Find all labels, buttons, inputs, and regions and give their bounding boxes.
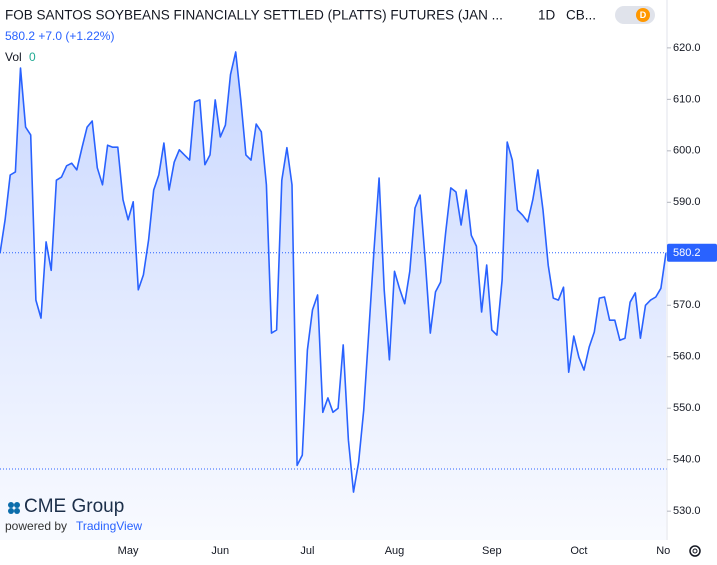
provider: TradingView xyxy=(76,519,142,533)
y-tick-label: 540.0 xyxy=(673,454,701,466)
toggle-label: D xyxy=(640,10,647,20)
y-tick-label: 570.0 xyxy=(673,299,701,311)
gear[interactable] xyxy=(689,545,701,557)
logo-dot xyxy=(8,502,14,508)
gear-center xyxy=(692,548,698,554)
toggle-dot xyxy=(636,8,650,22)
y-tick-label: 610.0 xyxy=(673,93,701,105)
x-tick-label: May xyxy=(118,545,139,557)
title: FOB SANTOS SOYBEANS FINANCIALLY SETTLED … xyxy=(5,8,503,23)
header: FOB SANTOS SOYBEANS FINANCIALLY SETTLED … xyxy=(5,6,655,64)
y-axis: 530.0540.0550.0560.0570.0580.0590.0600.0… xyxy=(666,0,717,540)
x-axis: May Jun Jul Aug Sep Oct Nov xyxy=(118,545,676,557)
logo-dot xyxy=(14,508,20,514)
logo: CME Group xyxy=(24,496,124,517)
x-tick-label: Sep xyxy=(482,545,502,557)
branding: CME Group powered by TradingView xyxy=(5,496,142,533)
logo-dot xyxy=(8,508,14,514)
powered-by: powered by xyxy=(5,519,67,533)
volume-label: Vol xyxy=(5,50,22,64)
price-badge xyxy=(667,243,717,262)
x-tick-label: Oct xyxy=(570,545,587,557)
x-tick-label: Aug xyxy=(385,545,405,557)
y-tick-label: 560.0 xyxy=(673,351,701,363)
x-tick-label: Jun xyxy=(211,545,229,557)
y-tick-label: 620.0 xyxy=(673,42,701,54)
y-tick-label: 600.0 xyxy=(673,145,701,157)
y-tick-label: 590.0 xyxy=(673,196,701,208)
volume-value: 0 xyxy=(29,50,36,64)
x-tick-label: Jul xyxy=(300,545,314,557)
interval[interactable]: 1D xyxy=(538,8,556,23)
area-fill xyxy=(0,52,666,540)
exchange: CB... xyxy=(566,8,596,23)
last-price: 580.2 +7.0 (+1.22%) xyxy=(5,29,114,43)
settings-icon[interactable] xyxy=(689,545,701,557)
change: +7.0 xyxy=(38,29,62,43)
logo-dot xyxy=(14,502,20,508)
y-tick-label: 530.0 xyxy=(673,505,701,517)
plot xyxy=(0,51,667,540)
last: 580.2 xyxy=(5,29,35,43)
y-tick-label: 550.0 xyxy=(673,402,701,414)
price-badge-label: 580.2 xyxy=(673,247,701,259)
price-line xyxy=(0,51,667,493)
x-tick-label: Nov xyxy=(656,545,676,557)
change-pct: (+1.22%) xyxy=(65,29,114,43)
